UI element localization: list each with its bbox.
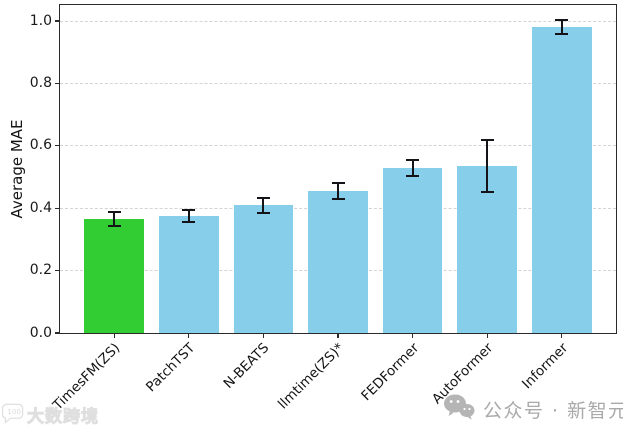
error-bar-cap-bottom <box>107 224 121 227</box>
bar-llmtime-zs <box>308 191 368 333</box>
error-bar-patchtst <box>187 209 190 223</box>
error-bar-cap-bottom <box>406 174 420 177</box>
error-bar-cap-top <box>182 208 196 211</box>
error-bar-cap-top <box>406 158 420 161</box>
y-tick-label: 0.6 <box>29 137 52 154</box>
y-tick-mark <box>54 20 59 22</box>
watermark-bottom-right-text: 公众号 · 新智元 <box>483 399 623 422</box>
error-bar-cap-top <box>555 19 569 22</box>
x-tick-mark <box>411 334 414 338</box>
bar-timesfm-zs <box>84 219 145 333</box>
y-tick-mark <box>54 332 59 334</box>
error-bar-cap-top <box>256 196 270 199</box>
y-tick-label: 0.8 <box>29 74 52 91</box>
speech-bubble-100-logo-icon: 100 <box>1 401 25 428</box>
x-tick-mark <box>561 334 563 338</box>
watermark-bottom-left-text: 大数跨境 <box>27 407 99 428</box>
error-bar-cap-bottom <box>480 191 494 194</box>
y-tick-mark <box>54 270 59 272</box>
error-bar-cap-bottom <box>555 33 569 36</box>
y-tick-label: 0.0 <box>29 324 52 341</box>
bar-fedformer <box>382 167 443 333</box>
watermark-bottom-left: 100 大数跨境 <box>1 401 99 428</box>
bar-autoformer <box>457 166 518 333</box>
error-bar-timesfm-zs <box>113 212 116 226</box>
x-tick-mark <box>486 334 488 338</box>
watermark-bottom-right: 公众号 · 新智元 <box>443 393 623 425</box>
error-bar-llmtime-zs <box>337 183 339 199</box>
wechat-icon <box>443 393 475 425</box>
error-bar-fedformer <box>411 159 414 176</box>
x-tick-mark <box>188 334 190 338</box>
gridline <box>60 20 616 22</box>
y-tick-label: 1.0 <box>29 12 52 29</box>
x-tick-mark <box>113 334 115 338</box>
gridline <box>60 82 616 84</box>
error-bar-cap-bottom <box>182 221 196 224</box>
error-bar-cap-top <box>107 211 121 214</box>
error-bar-cap-top <box>331 182 345 185</box>
y-tick-label: 0.4 <box>29 199 52 216</box>
y-tick-mark <box>54 82 59 84</box>
error-bar-cap-top <box>480 138 494 141</box>
error-bar-cap-bottom <box>331 197 345 200</box>
svg-text:100: 100 <box>7 407 21 416</box>
x-tick-mark <box>262 334 264 338</box>
y-tick-mark <box>54 207 59 209</box>
error-bar-n-beats <box>262 197 265 213</box>
y-tick-mark <box>54 145 59 147</box>
plot-area <box>59 4 617 334</box>
error-bar-cap-bottom <box>256 211 270 214</box>
gridline <box>60 145 616 147</box>
error-bar-informer <box>560 20 563 35</box>
error-bar-autoformer <box>486 139 489 193</box>
x-tick-mark <box>337 334 339 338</box>
bar-n-beats <box>233 205 294 333</box>
bar-informer <box>531 27 592 333</box>
bar-patchtst <box>158 216 219 333</box>
y-axis-label: Average MAE <box>8 119 26 219</box>
y-tick-label: 0.2 <box>29 262 52 279</box>
